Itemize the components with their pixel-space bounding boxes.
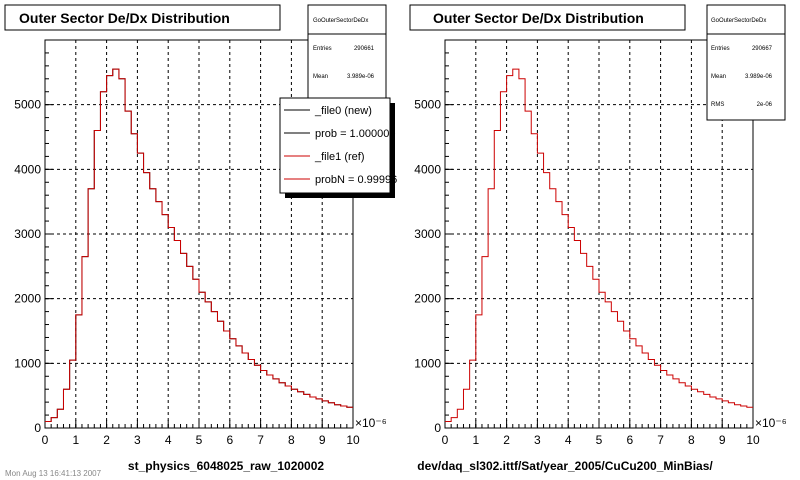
x-tick-label: 3 (534, 433, 541, 447)
x-tick-label: 4 (565, 433, 572, 447)
legend-label-file0: _file0 (new) (314, 105, 372, 117)
x-tick-label: 5 (196, 433, 203, 447)
grid (444, 39, 754, 429)
stats-box (706, 4, 786, 121)
x-tick-label: 4 (165, 433, 172, 447)
stats-mean-value: 3.989e-06 (745, 74, 773, 80)
x-tick-label: 9 (719, 433, 726, 447)
x-tick-label: 10 (346, 433, 360, 447)
x-tick-label: 3 (134, 433, 141, 447)
stats-entries-label: Entries (313, 46, 332, 52)
x-ticks: 0 1 2 3 4 5 6 7 8 9 10 (442, 433, 760, 447)
stats-entries-value: 290661 (354, 46, 375, 52)
y-tick-label: 0 (34, 421, 41, 435)
title-box (409, 4, 686, 31)
legend-box (279, 97, 391, 194)
x-exponent: ×10⁻⁶ (355, 416, 387, 430)
x-tick-label: 7 (657, 433, 664, 447)
series-line-1 (45, 68, 353, 423)
grid (44, 39, 354, 429)
y-ticks: 0 1000 2000 3000 4000 5000 (414, 98, 441, 435)
x-tick-label: 2 (503, 433, 510, 447)
stats-rms-label: RMS (711, 102, 724, 108)
x-axis-label: dev/daq_sl302.ittf/Sat/year_2005/CuCu200… (417, 459, 713, 473)
legend: _file0 (new) prob = 1.000000 _file1 (ref… (279, 97, 397, 198)
y-tick-label: 0 (434, 421, 441, 435)
legend-label-prob: prob = 1.000000 (315, 128, 395, 140)
stats-entries-label: Entries (711, 46, 730, 52)
legend-label-file1: _file1 (ref) (314, 151, 365, 163)
y-tick-label: 4000 (414, 162, 441, 176)
stats-rms-value: 2e-06 (757, 102, 773, 108)
y-tick-label: 5000 (414, 98, 441, 112)
x-ticks: 0 1 2 3 4 5 6 7 8 9 10 (42, 433, 360, 447)
x-tick-label: 8 (288, 433, 295, 447)
panel-right: 0 1 2 3 4 5 6 7 8 9 10 0 1000 2000 3000 4000 5000 Outer… (409, 4, 787, 473)
x-tick-label: 6 (226, 433, 233, 447)
y-tick-label: 5000 (14, 98, 41, 112)
legend-label-probn: probN = 0.99996 (315, 174, 397, 186)
x-tick-label: 6 (626, 433, 633, 447)
panel-left: 0 1 2 3 4 5 6 7 8 9 10 0 1000 2000 3000 4000 5000 Outer… (4, 4, 397, 473)
y-tick-label: 4000 (14, 162, 41, 176)
x-tick-label: 0 (42, 433, 49, 447)
stats-mean-label: Mean (711, 74, 726, 80)
series-group (445, 68, 753, 423)
x-tick-label: 2 (103, 433, 110, 447)
y-ticks: 0 1000 2000 3000 4000 5000 (14, 98, 41, 435)
x-exponent: ×10⁻⁶ (755, 416, 787, 430)
x-tick-label: 7 (257, 433, 264, 447)
x-tick-label: 9 (319, 433, 326, 447)
y-tick-label: 2000 (14, 292, 41, 306)
x-axis-label: st_physics_6048025_raw_1020002 (128, 459, 324, 473)
stats-mean-value: 3.989e-06 (347, 74, 375, 80)
y-tick-label: 2000 (414, 292, 441, 306)
footer-stamp: Mon Aug 13 16:41:13 2007 (5, 469, 102, 478)
x-tick-label: 0 (442, 433, 449, 447)
series-group (45, 68, 353, 423)
y-tick-label: 3000 (14, 227, 41, 241)
stats-mean-label: Mean (313, 74, 328, 80)
y-tick-label: 3000 (414, 227, 441, 241)
x-tick-label: 1 (72, 433, 79, 447)
x-tick-label: 10 (746, 433, 760, 447)
chart-title: Outer Sector De/Dx Distribution (19, 10, 230, 26)
series-line-0 (445, 68, 753, 423)
stats-name: GoOuterSectorDeDx (313, 18, 368, 24)
x-tick-label: 1 (472, 433, 479, 447)
stats-entries-value: 290667 (752, 46, 773, 52)
chart-title: Outer Sector De/Dx Distribution (433, 10, 644, 26)
stats-name: GoOuterSectorDeDx (711, 18, 766, 24)
x-tick-label: 8 (688, 433, 695, 447)
y-tick-label: 1000 (14, 356, 41, 370)
x-tick-label: 5 (596, 433, 603, 447)
title-box (4, 4, 281, 31)
y-tick-label: 1000 (414, 356, 441, 370)
